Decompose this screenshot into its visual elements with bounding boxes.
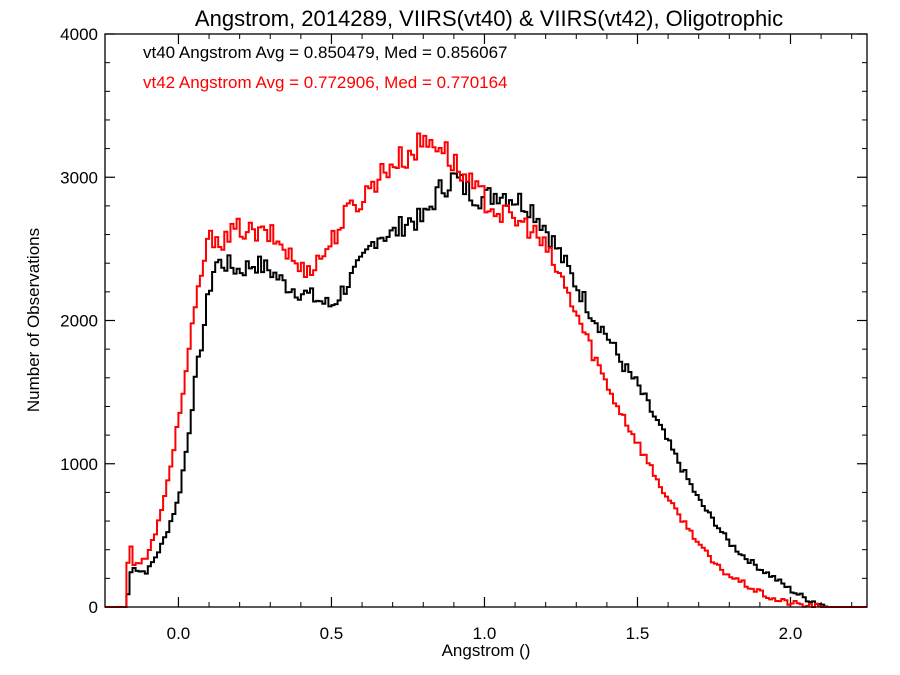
y-axis-label: Number of Observations bbox=[24, 228, 43, 412]
x-tick-label: 0.5 bbox=[320, 624, 344, 643]
x-tick-label: 0.0 bbox=[167, 624, 191, 643]
x-tick-label: 1.0 bbox=[473, 624, 497, 643]
chart-title: Angstrom, 2014289, VIIRS(vt40) & VIIRS(v… bbox=[195, 6, 783, 31]
y-tick-label: 1000 bbox=[60, 455, 98, 474]
annotation-vt42: vt42 Angstrom Avg = 0.772906, Med = 0.77… bbox=[143, 73, 508, 92]
series-line-vt40 bbox=[105, 172, 867, 608]
plot-frame bbox=[104, 33, 868, 608]
x-tick-label: 1.5 bbox=[626, 624, 650, 643]
y-tick-label: 4000 bbox=[60, 25, 98, 44]
x-axis-label: Angstrom () bbox=[442, 641, 531, 660]
y-tick-label: 0 bbox=[89, 598, 98, 617]
y-tick-label: 3000 bbox=[60, 168, 98, 187]
series-line-vt42 bbox=[105, 132, 867, 608]
annotation-vt40: vt40 Angstrom Avg = 0.850479, Med = 0.85… bbox=[143, 43, 508, 62]
axis-ticks: 0.0 0.5 1.0 1.5 2.0 0 1000 2000 3000 4000 bbox=[60, 25, 867, 643]
y-tick-label: 2000 bbox=[60, 312, 98, 331]
x-tick-label: 2.0 bbox=[779, 624, 803, 643]
data-series bbox=[105, 132, 867, 608]
